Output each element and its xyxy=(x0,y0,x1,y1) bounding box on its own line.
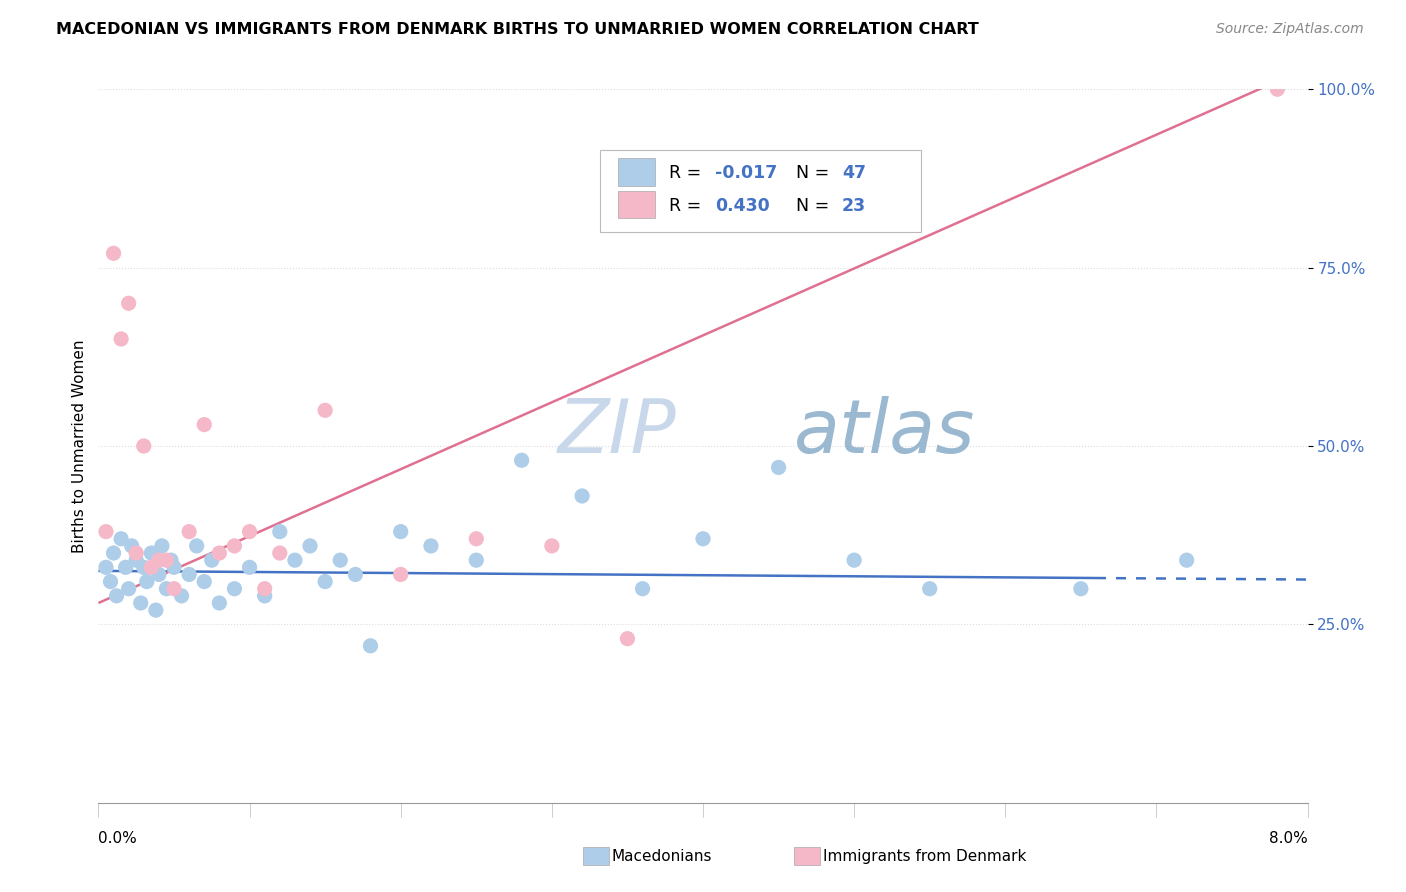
Text: -0.017: -0.017 xyxy=(716,164,778,182)
Point xyxy=(314,574,336,589)
Point xyxy=(465,532,488,546)
Point xyxy=(129,596,152,610)
Point xyxy=(239,524,262,539)
Point xyxy=(269,546,291,560)
Point xyxy=(100,574,122,589)
Point xyxy=(201,553,224,567)
Point xyxy=(150,539,173,553)
FancyBboxPatch shape xyxy=(600,150,921,232)
Point xyxy=(118,582,141,596)
Text: R =: R = xyxy=(669,164,707,182)
Text: 0.430: 0.430 xyxy=(716,196,770,214)
Point xyxy=(94,524,117,539)
Point xyxy=(918,582,941,596)
Text: 47: 47 xyxy=(842,164,866,182)
Point xyxy=(1070,582,1092,596)
Point xyxy=(284,553,307,567)
Text: N =: N = xyxy=(796,196,835,214)
Point xyxy=(155,553,177,567)
Point xyxy=(110,532,132,546)
Point xyxy=(177,524,201,539)
Y-axis label: Births to Unmarried Women: Births to Unmarried Women xyxy=(72,339,87,553)
Point xyxy=(540,539,562,553)
Point xyxy=(208,546,231,560)
Point xyxy=(163,560,186,574)
Point xyxy=(141,560,163,574)
Point xyxy=(1175,553,1198,567)
Point xyxy=(114,560,136,574)
Point xyxy=(298,539,321,553)
Point xyxy=(170,589,193,603)
Bar xyxy=(619,159,655,186)
Point xyxy=(692,532,714,546)
Point xyxy=(135,574,157,589)
Point xyxy=(253,582,276,596)
Text: 0.0%: 0.0% xyxy=(98,831,138,847)
Bar xyxy=(619,191,655,219)
Point xyxy=(224,539,246,553)
Text: MACEDONIAN VS IMMIGRANTS FROM DENMARK BIRTHS TO UNMARRIED WOMEN CORRELATION CHAR: MACEDONIAN VS IMMIGRANTS FROM DENMARK BI… xyxy=(56,22,979,37)
Point xyxy=(224,582,246,596)
Point xyxy=(193,574,215,589)
Point xyxy=(208,596,231,610)
Point xyxy=(768,460,790,475)
Point xyxy=(132,439,155,453)
Text: Source: ZipAtlas.com: Source: ZipAtlas.com xyxy=(1216,22,1364,37)
Text: Immigrants from Denmark: Immigrants from Denmark xyxy=(823,849,1026,863)
Point xyxy=(253,589,276,603)
Point xyxy=(145,603,167,617)
Point xyxy=(105,589,128,603)
Point xyxy=(631,582,654,596)
Point xyxy=(103,246,125,260)
Point xyxy=(163,582,186,596)
Point xyxy=(160,553,183,567)
Point xyxy=(186,539,208,553)
Point xyxy=(389,524,412,539)
Point xyxy=(510,453,533,467)
Point xyxy=(314,403,336,417)
Point xyxy=(465,553,488,567)
Point xyxy=(844,553,866,567)
Text: R =: R = xyxy=(669,196,707,214)
Point xyxy=(148,553,170,567)
Point xyxy=(193,417,215,432)
Point xyxy=(132,560,155,574)
Text: atlas: atlas xyxy=(793,396,976,467)
Text: ZIP: ZIP xyxy=(558,396,676,467)
Point xyxy=(125,546,148,560)
Text: 23: 23 xyxy=(842,196,866,214)
Point xyxy=(239,560,262,574)
Point xyxy=(571,489,593,503)
Point xyxy=(148,567,170,582)
Point xyxy=(360,639,382,653)
Point xyxy=(616,632,638,646)
Text: N =: N = xyxy=(796,164,835,182)
Text: 8.0%: 8.0% xyxy=(1268,831,1308,847)
Point xyxy=(103,546,125,560)
Point xyxy=(125,553,148,567)
Point xyxy=(121,539,143,553)
Point xyxy=(118,296,141,310)
Point xyxy=(141,546,163,560)
Point xyxy=(155,582,177,596)
Point xyxy=(1265,82,1288,96)
Point xyxy=(94,560,117,574)
Point xyxy=(389,567,412,582)
Point xyxy=(110,332,132,346)
Point xyxy=(329,553,352,567)
Point xyxy=(420,539,443,553)
Point xyxy=(177,567,201,582)
Point xyxy=(344,567,367,582)
Point xyxy=(269,524,291,539)
Text: Macedonians: Macedonians xyxy=(612,849,711,863)
